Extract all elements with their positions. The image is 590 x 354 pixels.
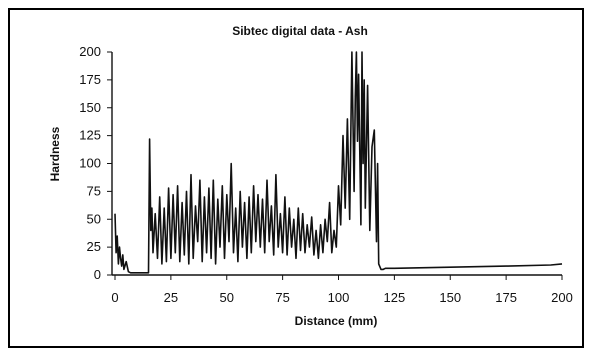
x-tick-label: 200 <box>551 290 573 305</box>
x-tick-label: 75 <box>275 290 289 305</box>
x-axis-label: Distance (mm) <box>295 314 378 328</box>
y-tick-label: 175 <box>79 72 101 87</box>
y-axis-label: Hardness <box>48 126 62 181</box>
y-tick-label: 75 <box>87 183 101 198</box>
y-tick-label: 200 <box>79 44 101 59</box>
x-tick-label: 150 <box>439 290 461 305</box>
x-tick-label: 25 <box>164 290 178 305</box>
x-tick-label: 175 <box>495 290 517 305</box>
y-tick-label: 50 <box>87 211 101 226</box>
ticks-group: 0 25 50 75 100 125 150 175 200 0 25 50 75 100 125 150 17… <box>79 44 573 305</box>
y-tick-label: 150 <box>79 100 101 115</box>
y-tick-label: 100 <box>79 156 101 171</box>
x-tick-label: 125 <box>384 290 406 305</box>
series-group <box>114 51 563 274</box>
chart-title: Sibtec digital data - Ash <box>232 24 368 38</box>
y-tick-label: 125 <box>79 128 101 143</box>
x-tick-label: 0 <box>111 290 118 305</box>
hardness-line-series <box>114 51 563 274</box>
y-tick-label: 25 <box>87 239 101 254</box>
chart-frame <box>8 8 584 348</box>
x-tick-label: 50 <box>220 290 234 305</box>
x-tick-label: 100 <box>328 290 350 305</box>
y-tick-label: 0 <box>94 267 101 282</box>
